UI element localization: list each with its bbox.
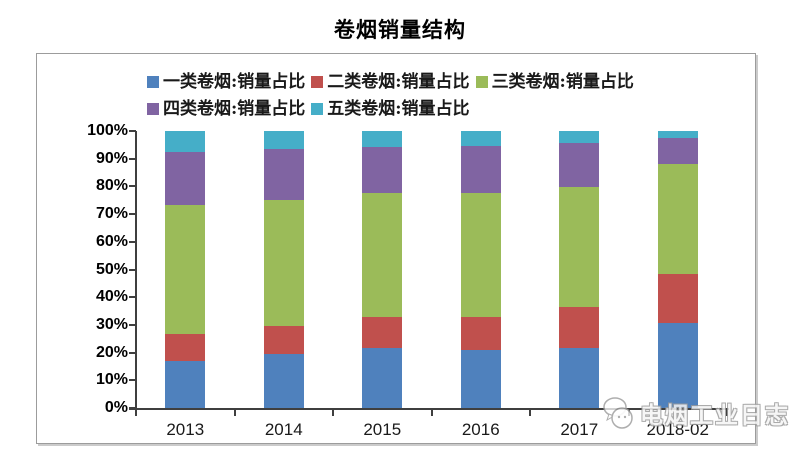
bar-segment bbox=[362, 348, 403, 408]
x-tick-label: 2014 bbox=[264, 420, 303, 439]
y-axis-tick bbox=[129, 130, 136, 132]
y-tick-label: 50% bbox=[95, 260, 128, 278]
bar-segment bbox=[165, 334, 206, 361]
legend-label: 五类卷烟:销量占比 bbox=[327, 99, 470, 119]
bar-segment bbox=[460, 192, 501, 317]
legend-label: 三类卷烟:销量占比 bbox=[491, 72, 634, 92]
bar-segment bbox=[263, 149, 304, 200]
legend-item: 五类卷烟:销量占比 bbox=[311, 98, 470, 120]
y-axis-tick bbox=[129, 268, 136, 271]
x-axis-tick bbox=[627, 408, 630, 416]
bar-segment bbox=[362, 131, 403, 147]
bar-segment bbox=[263, 131, 304, 150]
bar-segment bbox=[657, 164, 698, 275]
x-tick-label: 2016 bbox=[461, 420, 500, 439]
bar-segment bbox=[460, 349, 501, 408]
bar-segment bbox=[362, 192, 403, 318]
legend-label: 一类卷烟:销量占比 bbox=[163, 72, 306, 92]
bar-segment bbox=[559, 348, 600, 408]
y-axis-tick bbox=[129, 296, 136, 299]
bar-segment bbox=[263, 325, 304, 354]
legend-label: 二类卷烟:销量占比 bbox=[327, 72, 470, 92]
bar-segment bbox=[559, 306, 600, 349]
legend-swatch-icon bbox=[311, 76, 324, 88]
legend-label: 四类卷烟:销量占比 bbox=[163, 99, 306, 119]
bar-segment bbox=[559, 186, 600, 307]
y-axis-tick bbox=[129, 351, 136, 354]
bar-segment bbox=[460, 131, 501, 146]
x-axis-tick bbox=[332, 408, 334, 416]
bar-segment bbox=[460, 316, 501, 350]
x-axis-tick bbox=[726, 408, 728, 416]
y-tick-label: 90% bbox=[95, 149, 128, 167]
legend-swatch-icon bbox=[475, 76, 488, 88]
y-axis-tick bbox=[129, 157, 136, 160]
y-tick-label: 100% bbox=[87, 122, 128, 139]
bar-segment bbox=[657, 131, 698, 139]
legend-item: 三类卷烟:销量占比 bbox=[475, 71, 634, 93]
bar-segment bbox=[263, 353, 304, 408]
bar-segment bbox=[460, 145, 501, 193]
legend-item: 四类卷烟:销量占比 bbox=[147, 98, 305, 120]
y-tick-label: 80% bbox=[95, 177, 128, 195]
bar-segment bbox=[165, 360, 206, 408]
x-axis bbox=[129, 408, 729, 410]
bar-segment bbox=[362, 146, 403, 193]
legend-swatch-icon bbox=[147, 76, 159, 88]
bar-segment bbox=[165, 131, 206, 152]
legend: 一类卷烟:销量占比 二类卷烟:销量占比 三类卷烟:销量占比四类卷烟:销量占比 五类卷烟… bbox=[147, 71, 692, 120]
legend-swatch-icon bbox=[147, 103, 159, 115]
y-axis-tick bbox=[129, 379, 136, 382]
x-tick-label: 2017 bbox=[560, 420, 599, 439]
x-tick-label: 2015 bbox=[363, 420, 402, 439]
y-tick-label: 40% bbox=[95, 288, 128, 306]
y-axis-tick bbox=[129, 323, 136, 326]
bar-segment bbox=[165, 205, 206, 335]
y-tick-label: 20% bbox=[95, 343, 128, 361]
x-axis-tick bbox=[233, 408, 236, 416]
bar-segment bbox=[657, 323, 698, 408]
x-axis-tick bbox=[529, 408, 531, 416]
bar-segment bbox=[657, 274, 698, 324]
legend-item: 二类卷烟:销量占比 bbox=[311, 71, 470, 93]
bar-segment bbox=[263, 199, 304, 326]
x-axis-tick bbox=[135, 408, 137, 416]
bar-segment bbox=[165, 151, 206, 206]
x-axis-tick bbox=[430, 408, 433, 416]
y-tick-label: 30% bbox=[95, 315, 128, 333]
y-axis-tick bbox=[129, 185, 136, 188]
bar-segment bbox=[657, 138, 698, 165]
y-tick-label: 10% bbox=[95, 371, 128, 389]
x-tick-label: 2013 bbox=[166, 420, 205, 439]
legend-item: 一类卷烟:销量占比 bbox=[147, 71, 305, 93]
y-axis-tick bbox=[129, 240, 136, 243]
y-tick-label: 0% bbox=[104, 399, 128, 416]
x-tick-label: 2018-02 bbox=[646, 420, 709, 439]
y-axis bbox=[135, 131, 137, 410]
bar-segment bbox=[559, 143, 600, 187]
chart-frame bbox=[36, 53, 756, 444]
y-tick-label: 70% bbox=[95, 205, 128, 223]
legend-swatch-icon bbox=[311, 103, 324, 115]
y-axis-tick bbox=[129, 213, 136, 216]
chart-title: 卷烟销量结构 bbox=[334, 17, 466, 42]
y-tick-label: 60% bbox=[95, 232, 128, 250]
bar-segment bbox=[559, 131, 600, 144]
bar-segment bbox=[362, 317, 403, 349]
